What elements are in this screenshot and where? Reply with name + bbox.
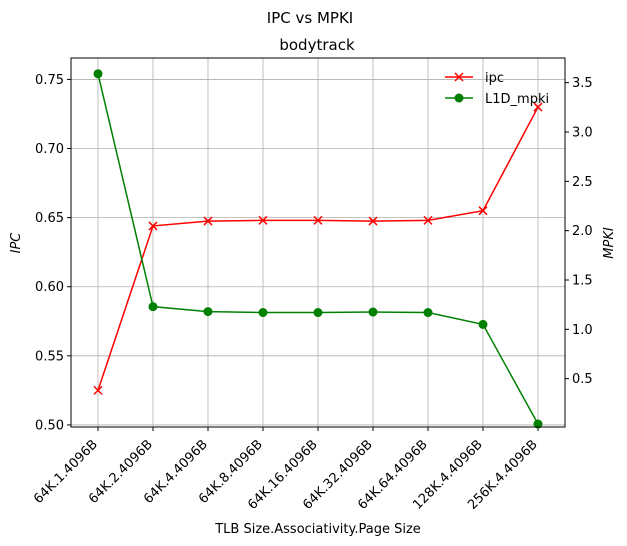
- y-tick-label-right: 3.5: [572, 76, 593, 91]
- x-axis-label: TLB Size.Associativity.Page Size: [214, 522, 421, 537]
- data-point-l1d-mpki: [313, 308, 323, 318]
- y-tick-label-left: 0.60: [35, 280, 64, 295]
- data-point-ipc: [478, 206, 488, 216]
- left-axis: 0.50 0.55 0.60 0.65 0.70 0.75: [35, 73, 71, 433]
- data-point-l1d-mpki: [203, 307, 213, 317]
- right-axis: 0.5 1.0 1.5 2.0 2.5 3.0 3.5: [565, 76, 593, 387]
- data-point-ipc: [148, 221, 158, 231]
- data-point-l1d-mpki: [368, 307, 378, 317]
- y-tick-label-right: 0.5: [572, 372, 593, 387]
- y-tick-label-right: 2.0: [572, 224, 593, 239]
- data-point-l1d-mpki: [148, 302, 158, 312]
- data-point-l1d-mpki: [258, 308, 268, 318]
- data-point-ipc: [203, 216, 213, 226]
- y-tick-label-left: 0.75: [35, 73, 64, 88]
- data-point-l1d-mpki: [93, 69, 103, 79]
- y-tick-label-right: 1.5: [572, 273, 593, 288]
- data-point-ipc: [368, 216, 378, 226]
- legend-mpki-label: L1D_mpki: [485, 92, 549, 107]
- data-point-ipc: [258, 215, 268, 225]
- y-tick-label-left: 0.65: [35, 211, 64, 226]
- legend-ipc-label: ipc: [485, 71, 504, 86]
- plot-frame: [70, 57, 566, 428]
- y-tick-label-left: 0.55: [35, 349, 64, 364]
- data-point-ipc: [423, 215, 433, 225]
- y-tick-label-left: 0.70: [35, 142, 64, 157]
- series-layer: [93, 69, 543, 429]
- y-tick-label-left: 0.50: [35, 418, 64, 433]
- y-tick-label-right: 3.0: [572, 125, 593, 140]
- y-axis-label-right: MPKI: [602, 227, 617, 259]
- y-tick-label-right: 2.5: [572, 175, 593, 190]
- legend: ipc L1D_mpki: [445, 71, 549, 107]
- y-axis-label-left: IPC: [9, 232, 24, 254]
- chart-title: bodytrack: [279, 36, 355, 54]
- data-point-l1d-mpki: [533, 419, 543, 429]
- grid: [71, 58, 565, 427]
- data-point-ipc: [313, 215, 323, 225]
- data-point-ipc: [93, 385, 103, 395]
- data-point-ipc: [533, 102, 543, 112]
- data-point-l1d-mpki: [423, 308, 433, 318]
- data-point-l1d-mpki: [478, 319, 488, 329]
- y-tick-label-right: 1.0: [572, 323, 593, 338]
- chart-suptitle: IPC vs MPKI: [267, 9, 353, 27]
- legend-ipc-marker: [454, 72, 464, 82]
- legend-mpki-marker: [454, 93, 464, 103]
